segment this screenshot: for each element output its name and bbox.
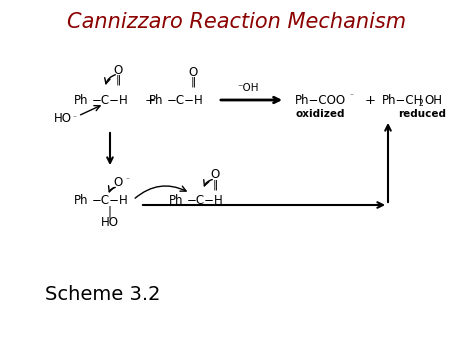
Text: O: O [210, 169, 219, 181]
Text: ‖: ‖ [115, 75, 120, 85]
Text: −C−H: −C−H [92, 93, 129, 106]
Text: HO: HO [54, 111, 72, 125]
Text: Ph: Ph [168, 193, 183, 207]
Text: ‖: ‖ [212, 180, 218, 190]
Text: +: + [145, 93, 155, 106]
Text: ⁻: ⁻ [349, 92, 353, 100]
Text: Ph: Ph [73, 93, 88, 106]
Text: |: | [108, 206, 112, 218]
Text: O: O [113, 176, 123, 190]
Text: Scheme 3.2: Scheme 3.2 [45, 285, 161, 305]
Text: OH: OH [424, 93, 442, 106]
Text: O: O [188, 66, 198, 78]
Text: ‖: ‖ [191, 77, 196, 87]
Text: −C−H: −C−H [187, 193, 224, 207]
Text: Cannizzaro Reaction Mechanism: Cannizzaro Reaction Mechanism [67, 12, 407, 32]
Text: ⁻: ⁻ [72, 114, 76, 122]
Text: oxidized: oxidized [295, 109, 345, 119]
Text: ⁻: ⁻ [125, 175, 129, 185]
Text: Ph: Ph [73, 193, 88, 207]
Text: 2: 2 [419, 98, 424, 108]
Text: +: + [365, 93, 375, 106]
Text: ⁻OH: ⁻OH [237, 83, 259, 93]
Text: reduced: reduced [398, 109, 446, 119]
Text: O: O [113, 64, 123, 76]
Text: Ph−CH: Ph−CH [382, 93, 423, 106]
Text: −C−H: −C−H [167, 93, 204, 106]
Text: −C−H: −C−H [92, 193, 129, 207]
Text: Ph−COO: Ph−COO [295, 93, 346, 106]
Text: Ph: Ph [148, 93, 163, 106]
Text: HO: HO [101, 217, 119, 229]
